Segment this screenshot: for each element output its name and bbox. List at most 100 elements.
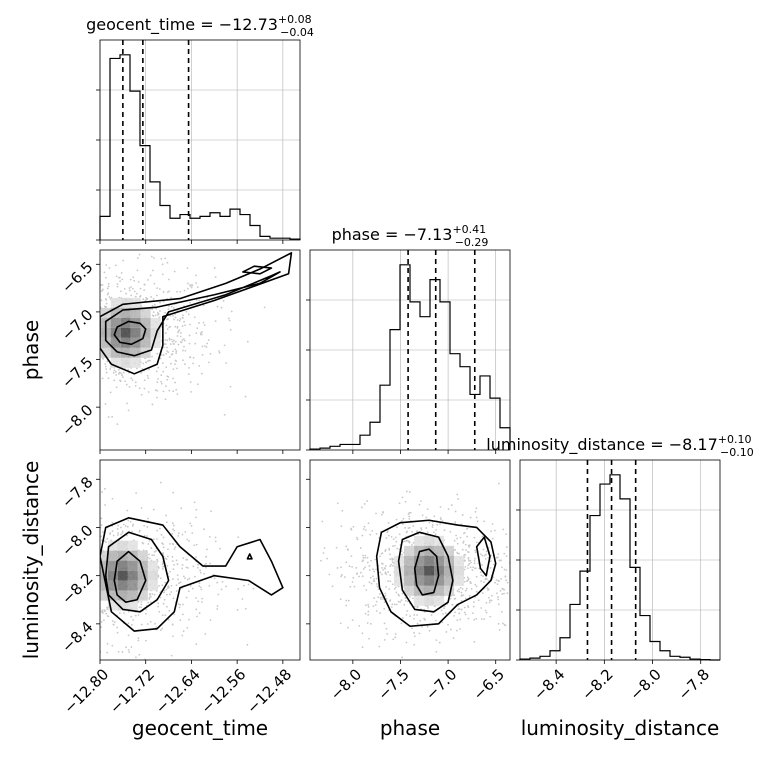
scatter-point [495, 579, 498, 581]
scatter-point [469, 516, 472, 519]
scatter-point [131, 530, 133, 533]
scatter-point [90, 541, 92, 543]
panel-frame [309, 459, 511, 661]
scatter-point [146, 623, 149, 625]
scatter-point [159, 357, 162, 360]
scatter-point [204, 633, 207, 635]
scatter-point [355, 536, 358, 539]
scatter-point [157, 366, 160, 369]
scatter-point [435, 529, 438, 531]
scatter-point [57, 581, 59, 583]
scatter-point [50, 572, 52, 574]
scatter-point [172, 377, 174, 380]
scatter-point [321, 520, 324, 523]
scatter-point [169, 570, 171, 573]
scatter-point [179, 619, 182, 622]
scatter-point [420, 625, 423, 628]
scatter-point [175, 590, 178, 592]
scatter-point [401, 553, 403, 556]
scatter-point [150, 601, 152, 604]
scatter-point [162, 543, 165, 546]
scatter-point [202, 321, 205, 324]
scatter-point [93, 295, 95, 297]
scatter-point [130, 286, 132, 288]
scatter-point [188, 366, 190, 369]
scatter-point [96, 349, 98, 351]
scatter-point [475, 516, 478, 519]
scatter-point [382, 568, 385, 571]
scatter-point [147, 360, 149, 362]
scatter-point [143, 283, 146, 286]
scatter-point [413, 643, 416, 646]
scatter-point [200, 588, 203, 591]
scatter-point [147, 279, 149, 281]
scatter-point [188, 334, 191, 337]
scatter-point [162, 354, 165, 356]
scatter-point [95, 548, 97, 550]
scatter-point [137, 614, 140, 616]
density-cell [110, 307, 121, 318]
density-cell [127, 590, 138, 601]
scatter-point [404, 600, 407, 602]
scatter-point [127, 519, 130, 522]
scatter-point [94, 536, 96, 538]
scatter-point [176, 335, 179, 337]
scatter-point [117, 650, 120, 653]
scatter-point [97, 576, 99, 578]
scatter-point [168, 305, 170, 307]
scatter-point [475, 575, 478, 578]
scatter-point [56, 377, 58, 379]
scatter-point [467, 560, 470, 562]
scatter-point [101, 284, 104, 286]
scatter-point [34, 292, 36, 294]
scatter-point [145, 612, 147, 615]
scatter-point [427, 607, 430, 609]
scatter-point [479, 571, 482, 574]
scatter-point [375, 600, 378, 603]
scatter-point [182, 359, 184, 362]
scatter-point [92, 307, 94, 309]
scatter-point [460, 591, 463, 594]
scatter-point [43, 587, 45, 589]
scatter-point [413, 617, 415, 620]
scatter-point [503, 568, 506, 571]
scatter-point [97, 644, 99, 646]
scatter-point [206, 342, 209, 345]
scatter-point [157, 602, 160, 605]
scatter-point [153, 593, 156, 596]
scatter-point [172, 368, 175, 371]
scatter-point [468, 562, 471, 565]
scatter-point [77, 305, 79, 307]
scatter-point [162, 362, 164, 365]
scatter-point [367, 603, 370, 606]
scatter-point [129, 278, 132, 281]
scatter-point [75, 614, 77, 616]
scatter-point [198, 365, 201, 367]
scatter-point [148, 368, 150, 371]
scatter-point [456, 619, 459, 621]
scatter-point [164, 257, 167, 260]
scatter-point [106, 287, 109, 290]
scatter-point [516, 581, 518, 583]
scatter-point [127, 634, 130, 637]
scatter-point [95, 560, 97, 562]
scatter-point [472, 566, 475, 569]
scatter-point [339, 598, 342, 601]
scatter-point [188, 540, 190, 542]
scatter-point [186, 626, 189, 629]
scatter-point [364, 554, 367, 557]
scatter-point [51, 585, 53, 587]
scatter-point [150, 296, 152, 298]
scatter-point [117, 524, 120, 527]
scatter-point [195, 282, 197, 284]
scatter-point [199, 569, 202, 572]
scatter-point [92, 340, 94, 342]
scatter-point [174, 325, 177, 328]
scatter-point [44, 556, 46, 558]
scatter-point [75, 306, 77, 308]
scatter-point [439, 517, 442, 519]
scatter-point [193, 544, 196, 547]
scatter-point [341, 509, 344, 512]
scatter-point [173, 307, 175, 309]
scatter-point [171, 532, 174, 535]
